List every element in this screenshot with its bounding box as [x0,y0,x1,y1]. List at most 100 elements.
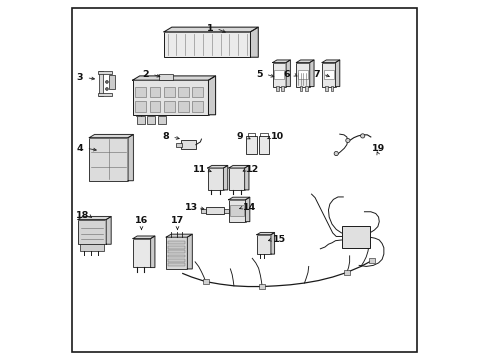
Bar [256,235,270,254]
Text: 10: 10 [270,132,284,141]
Bar [281,86,284,91]
Bar [191,102,202,112]
Bar [135,87,146,98]
Bar [246,136,256,154]
Text: 7: 7 [312,70,319,79]
Bar [168,259,185,262]
Bar [343,270,349,275]
Bar [274,69,284,79]
Text: 5: 5 [256,70,262,79]
Bar [168,250,185,253]
Polygon shape [132,76,215,80]
Polygon shape [322,60,339,63]
Polygon shape [228,197,249,200]
Polygon shape [245,197,249,222]
Bar [299,86,302,91]
Bar [368,258,374,262]
Polygon shape [335,60,339,86]
Bar [135,102,146,112]
Polygon shape [207,166,227,168]
Text: 8: 8 [162,132,169,141]
Bar [177,87,188,98]
Text: 2: 2 [142,70,149,79]
Text: 1: 1 [206,24,213,33]
Bar [207,168,223,190]
Bar [296,63,309,86]
Bar [228,168,244,190]
Circle shape [345,138,349,143]
Bar [164,32,250,57]
Bar [166,237,187,269]
Bar [228,200,245,222]
Polygon shape [78,217,111,220]
Bar [177,102,188,112]
Bar [224,208,228,213]
Bar [298,69,307,79]
Polygon shape [272,60,290,63]
Polygon shape [285,60,290,86]
Polygon shape [256,233,274,235]
Text: 4: 4 [77,144,83,153]
Bar [78,220,106,244]
Text: 18: 18 [75,211,89,220]
Bar [147,117,155,123]
Bar [109,75,114,89]
Bar [341,226,369,248]
Polygon shape [89,135,133,138]
Bar [176,143,182,147]
Text: 9: 9 [236,132,243,141]
Circle shape [105,87,108,90]
Bar [330,86,333,91]
Bar [163,102,174,112]
Bar [168,255,185,257]
Polygon shape [270,233,274,254]
Bar [325,86,327,91]
Bar [137,117,144,123]
Bar [163,87,174,98]
Bar [168,246,185,249]
Bar [181,140,195,149]
Circle shape [105,81,108,83]
Bar [133,239,150,267]
Bar [322,63,335,86]
Bar [99,71,102,96]
Bar [258,136,269,154]
Bar [89,138,128,181]
Text: 6: 6 [283,70,289,79]
Polygon shape [228,166,248,168]
Text: 11: 11 [192,165,205,174]
Text: 17: 17 [170,216,183,225]
Text: 16: 16 [135,216,148,225]
Bar [168,242,185,244]
Bar [149,87,160,98]
Circle shape [333,152,338,156]
Polygon shape [164,27,258,32]
Polygon shape [244,166,248,190]
Polygon shape [296,60,313,63]
Bar [98,93,112,96]
Polygon shape [106,217,111,244]
Polygon shape [187,234,192,269]
Polygon shape [133,236,155,239]
Polygon shape [208,76,215,115]
Bar [205,207,224,214]
Polygon shape [128,135,133,181]
Bar [158,117,165,123]
Bar [323,69,333,79]
Text: 13: 13 [184,203,198,212]
Bar [149,102,160,112]
Polygon shape [150,236,155,267]
Bar [159,74,173,80]
Polygon shape [250,27,258,57]
Bar [305,86,307,91]
Circle shape [360,134,364,138]
Text: 14: 14 [242,203,255,212]
Bar [272,63,285,86]
Bar [203,279,208,284]
Bar [168,263,185,266]
Text: 15: 15 [272,235,285,244]
Bar [201,208,206,213]
Polygon shape [223,166,227,190]
Bar [80,243,104,251]
Polygon shape [166,234,192,237]
